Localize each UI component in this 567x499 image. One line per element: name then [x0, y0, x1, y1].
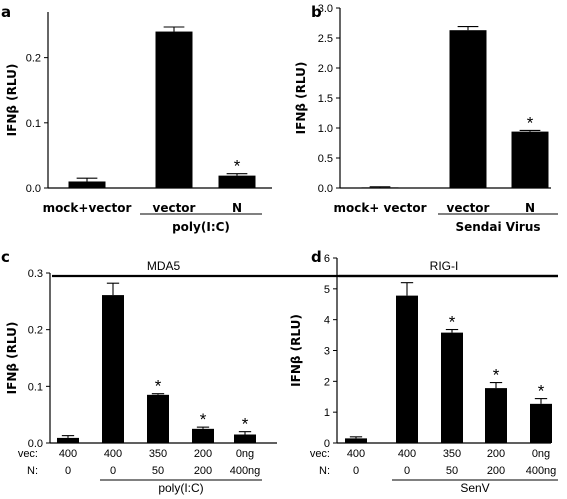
x-tick-label: mock+ vector — [333, 201, 426, 215]
panel-letter: a — [1, 3, 11, 21]
y-tick-label: 0.0 — [26, 183, 41, 195]
y-tick-label: 0.0 — [28, 438, 43, 450]
row-value: 200 — [194, 448, 212, 460]
row-value: 350 — [443, 448, 461, 460]
row-value: 50 — [446, 465, 458, 477]
x-tick-label: vector — [153, 201, 196, 215]
row-label: N: — [27, 465, 38, 477]
row-value: 400ng — [526, 465, 557, 477]
bar — [511, 131, 549, 188]
panel-b: b 0.0 0.5 1.0 1.5 2.0 2.5 3.0 IFNβ (RLU) * mock+ v… — [294, 3, 558, 234]
panel-d: d 0 1 2 3 4 5 6 IFNβ (RLU) * * * RIG-I vec: N: 400 400 35… — [289, 248, 558, 495]
bar — [485, 388, 507, 443]
top-label: RIG-I — [430, 259, 459, 273]
y-tick-label: 0.2 — [26, 53, 41, 65]
y-axis-label: IFNβ (RLU) — [5, 322, 19, 395]
bar — [345, 438, 367, 443]
y-axis-label: IFNβ (RLU) — [5, 64, 19, 137]
y-tick-label: 6 — [324, 253, 330, 265]
y-tick-label: 2 — [324, 376, 330, 388]
significance-marker: * — [538, 382, 545, 401]
y-tick-label: 0 — [324, 438, 330, 450]
bar — [530, 403, 552, 443]
significance-marker: * — [449, 313, 456, 332]
row-label: vec: — [18, 448, 38, 460]
bar — [147, 394, 169, 443]
y-tick-label: 0.3 — [28, 268, 43, 280]
y-tick-label: 5 — [324, 284, 330, 296]
bar — [441, 332, 463, 443]
row-value: 0 — [353, 465, 359, 477]
group-label: poly(I:C) — [158, 481, 203, 495]
bar — [192, 428, 214, 443]
row-value: 400ng — [230, 465, 261, 477]
x-tick-label: mock+vector — [43, 201, 132, 215]
significance-marker: * — [234, 157, 241, 176]
x-tick-label: vector — [447, 201, 490, 215]
row-value: 0ng — [236, 448, 254, 460]
significance-marker: * — [155, 377, 162, 396]
y-tick-label: 2.5 — [318, 33, 333, 45]
row-value: 0ng — [532, 448, 550, 460]
group-label: SenV — [460, 481, 489, 495]
row-value: 400 — [347, 448, 365, 460]
top-label: MDA5 — [147, 259, 181, 273]
row-value: 400 — [104, 448, 122, 460]
group-label: Sendai Virus — [455, 220, 540, 234]
row-value: 200 — [194, 465, 212, 477]
y-tick-label: 1 — [324, 407, 330, 419]
y-tick-label: 1.0 — [318, 123, 333, 135]
y-tick-label: 0.1 — [26, 118, 41, 130]
panel-letter: b — [311, 3, 322, 21]
row-value: 50 — [152, 465, 164, 477]
y-tick-label: 3.0 — [318, 3, 333, 15]
significance-marker: * — [527, 113, 534, 132]
row-value: 350 — [149, 448, 167, 460]
row-value: 400 — [398, 448, 416, 460]
row-label: N: — [319, 465, 330, 477]
y-axis-label: IFNβ (RLU) — [294, 62, 308, 135]
bar — [155, 31, 193, 188]
bar — [102, 295, 124, 443]
x-tick-label: N — [525, 201, 535, 215]
bar — [218, 175, 256, 188]
row-value: 200 — [487, 448, 505, 460]
bar — [361, 187, 399, 189]
row-value: 0 — [110, 465, 116, 477]
y-tick-label: 3 — [324, 346, 330, 358]
y-tick-label: 2.0 — [318, 63, 333, 75]
y-tick-label: 0.5 — [318, 153, 333, 165]
row-value: 400 — [59, 448, 77, 460]
significance-marker: * — [200, 410, 207, 429]
group-label: poly(I:C) — [172, 220, 230, 234]
row-label: vec: — [310, 448, 330, 460]
bar — [57, 437, 79, 443]
row-value: 0 — [65, 465, 71, 477]
y-tick-label: 0.2 — [28, 325, 43, 337]
y-tick-label: 0.1 — [28, 381, 43, 393]
panel-a: a 0.0 0.1 0.2 IFNβ (RLU) * mock+vector vector Np… — [1, 3, 272, 234]
y-tick-label: 1.5 — [318, 93, 333, 105]
significance-marker: * — [493, 366, 500, 385]
panel-letter: d — [311, 248, 322, 266]
panel-letter: c — [1, 248, 10, 266]
row-value: 0 — [404, 465, 410, 477]
bar — [234, 434, 256, 443]
y-tick-label: 4 — [324, 315, 330, 327]
bar — [396, 295, 418, 443]
bar — [449, 30, 487, 189]
bar — [68, 181, 106, 188]
row-value: 200 — [487, 465, 505, 477]
significance-marker: * — [242, 415, 249, 434]
y-axis-label: IFNβ (RLU) — [289, 314, 303, 387]
y-tick-label: 0.0 — [318, 183, 333, 195]
x-tick-label: N — [232, 201, 242, 215]
